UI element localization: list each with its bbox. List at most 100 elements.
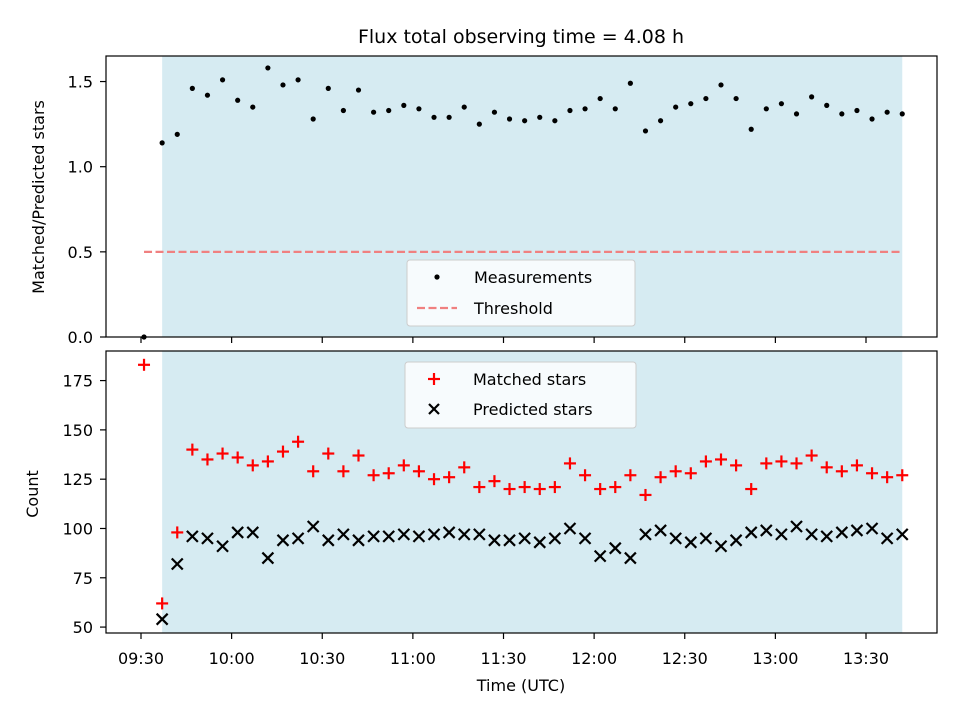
predicted-point	[760, 524, 773, 537]
x-tick-label: 13:30	[843, 649, 889, 668]
matched-point	[775, 455, 788, 468]
measurement-point	[159, 140, 165, 146]
measurement-point	[280, 82, 286, 88]
measurement-point	[718, 82, 724, 88]
predicted-point	[775, 528, 788, 541]
measurement-point	[824, 102, 830, 108]
measurement-point	[431, 114, 437, 120]
matched-point	[458, 461, 471, 474]
matched-point	[881, 471, 894, 484]
legend-predicted-label: Predicted stars	[473, 400, 593, 419]
bottom-y-axis-label: Count	[23, 470, 42, 518]
predicted-point	[352, 534, 365, 547]
predicted-point	[880, 532, 894, 545]
matched-point	[866, 467, 879, 480]
matched-point	[171, 526, 184, 539]
measurement-point	[839, 111, 845, 117]
predicted-point	[276, 534, 290, 547]
bottom-legend: Matched stars Predicted stars	[404, 361, 637, 429]
matched-point	[594, 483, 607, 496]
matched-point	[699, 455, 712, 468]
legend-matched-label: Matched stars	[473, 370, 586, 389]
measurement-point	[310, 116, 316, 122]
measurement-point	[627, 80, 633, 86]
measurement-point	[597, 95, 603, 102]
measurement-point	[189, 85, 195, 91]
top-panel: 0.0 0.5 1.0 1.5 Matched/Predicted stars Mea…	[29, 55, 938, 347]
matched-point	[246, 459, 259, 472]
measurement-point	[703, 95, 709, 102]
x-tick-label: 12:00	[571, 649, 617, 668]
bottom-y-tick-label: 100	[62, 519, 93, 538]
top-x-ticks	[140, 337, 867, 343]
top-y-tick-label: 1.5	[68, 73, 93, 92]
bottom-panel: 50 75 100 125 150 175 09:30 10:00 10:30 11:00 11:…	[23, 350, 938, 695]
measurement-point	[567, 107, 573, 114]
top-y-ticks: 0.0 0.5 1.0 1.5	[68, 73, 106, 347]
measurement-point	[491, 109, 498, 115]
bottom-plot-frame	[105, 350, 938, 634]
predicted-point	[533, 536, 547, 549]
measurement-point	[219, 77, 226, 83]
measurement-point	[355, 87, 362, 93]
predicted-point	[503, 534, 516, 547]
legend-matched-marker	[428, 373, 440, 385]
predicted-point	[382, 530, 395, 543]
measurement-point	[657, 118, 664, 124]
predicted-point	[201, 532, 214, 545]
matched-point	[609, 481, 622, 494]
predicted-point	[231, 526, 244, 539]
measurement-point	[778, 101, 785, 107]
predicted-point	[699, 532, 713, 545]
predicted-point	[805, 528, 818, 541]
predicted-point	[639, 528, 652, 541]
predicted-point	[412, 530, 426, 543]
matched-point	[488, 475, 501, 488]
matched-point	[669, 465, 682, 478]
measurement-point	[265, 65, 271, 71]
legend-measurements-marker	[434, 274, 440, 280]
legend-threshold-label: Threshold	[473, 299, 553, 318]
predicted-point	[563, 522, 577, 535]
predicted-point	[473, 528, 486, 541]
measurement-point	[899, 111, 905, 117]
top-legend: Measurements Threshold	[406, 259, 636, 327]
top-y-axis-label: Matched/Predicted stars	[29, 100, 48, 294]
measurement-point	[582, 106, 588, 112]
measurement-point	[416, 106, 422, 112]
top-legend-box	[406, 259, 636, 327]
matched-point	[367, 469, 380, 482]
top-y-tick-label: 0.0	[68, 328, 93, 347]
predicted-point	[578, 532, 592, 545]
predicted-point	[337, 528, 350, 541]
matched-points	[138, 358, 909, 610]
predicted-point	[427, 528, 441, 541]
x-axis-label: Time (UTC)	[476, 676, 565, 695]
matched-point	[292, 435, 305, 448]
legend-predicted-marker	[428, 403, 440, 415]
predicted-point	[820, 530, 834, 543]
predicted-point	[548, 532, 562, 545]
matched-point	[579, 469, 592, 482]
predicted-point	[714, 539, 728, 553]
predicted-point	[593, 549, 607, 563]
predicted-point	[216, 539, 229, 553]
measurement-point	[522, 118, 528, 124]
matched-point	[548, 481, 561, 494]
matched-point	[654, 471, 667, 484]
measurement-point	[809, 94, 815, 100]
matched-point	[201, 453, 214, 466]
matched-point	[563, 457, 576, 470]
measurement-point	[612, 106, 618, 112]
x-tick-label: 11:30	[480, 649, 526, 668]
legend-measurements-label: Measurements	[474, 268, 592, 287]
predicted-point	[397, 528, 411, 541]
predicted-point	[865, 522, 879, 535]
measurement-point	[748, 126, 754, 132]
matched-point	[684, 467, 697, 480]
matched-point	[503, 483, 516, 496]
bottom-legend-box	[404, 361, 637, 429]
measurement-point	[371, 109, 377, 115]
matched-point	[760, 457, 773, 470]
top-y-tick-label: 0.5	[68, 243, 93, 262]
